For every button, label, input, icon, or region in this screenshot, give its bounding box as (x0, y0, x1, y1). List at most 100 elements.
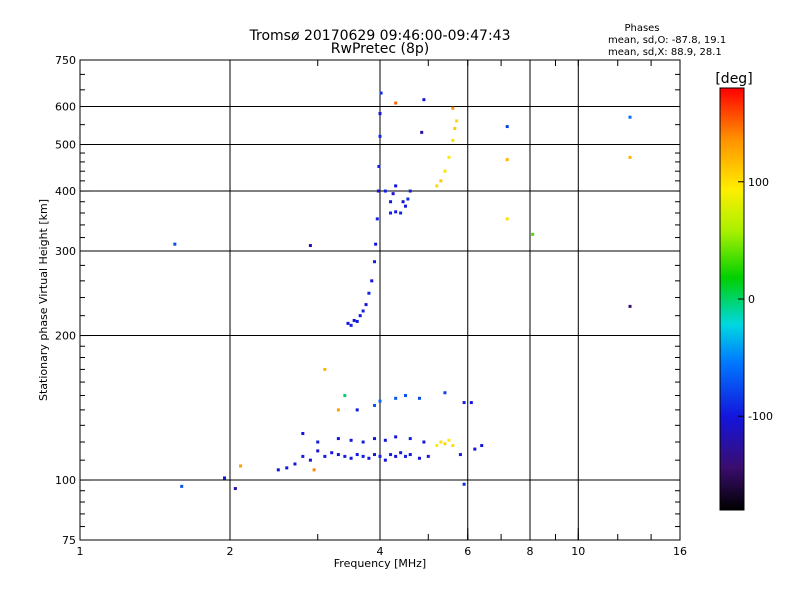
data-point-3 (408, 437, 412, 441)
data-point-1 (378, 134, 382, 138)
data-point-3 (417, 456, 421, 460)
data-point-4 (462, 482, 466, 486)
data-point-1 (364, 303, 368, 307)
data-point-3 (276, 468, 280, 472)
colorbar-tick-label: 0 (748, 293, 755, 306)
data-point-3 (316, 449, 320, 453)
data-point-4 (505, 158, 509, 162)
y-tick-label: 75 (62, 534, 76, 547)
data-point-1 (378, 112, 382, 116)
y-tick-label: 500 (55, 139, 76, 152)
data-point-3 (394, 396, 398, 400)
x-tick-label: 6 (464, 545, 471, 558)
data-point-3 (394, 435, 398, 439)
data-point-3 (336, 453, 340, 457)
phase-legend-title: Phases (624, 23, 659, 34)
data-point-1 (391, 192, 395, 196)
x-tick-label: 8 (527, 545, 534, 558)
y-tick-label: 750 (55, 54, 76, 67)
data-point-3 (469, 401, 473, 405)
data-point-1 (377, 164, 381, 168)
data-point-1 (349, 323, 353, 327)
data-point-4 (173, 242, 177, 246)
x-tick-label: 1 (77, 545, 84, 558)
data-point-1 (406, 197, 410, 201)
data-point-3 (361, 454, 365, 458)
data-point-3 (373, 403, 377, 407)
colorbar-tick-label: -100 (748, 410, 773, 423)
data-point-3 (223, 476, 227, 480)
data-point-4 (628, 115, 632, 119)
data-point-3 (417, 396, 421, 400)
data-point-3 (389, 453, 393, 457)
data-point-1 (370, 279, 374, 283)
data-point-1 (394, 184, 398, 188)
data-point-3 (451, 444, 455, 448)
data-point-1 (379, 91, 383, 95)
data-point-1 (394, 210, 398, 214)
data-point-3 (330, 451, 334, 455)
data-point-1 (389, 200, 393, 204)
data-point-3 (383, 458, 387, 462)
data-point-2 (453, 126, 457, 130)
data-point-1 (352, 318, 356, 322)
data-point-2 (451, 138, 455, 142)
data-point-3 (399, 451, 403, 455)
data-point-3 (355, 453, 359, 457)
y-tick-label: 200 (55, 330, 76, 343)
chart-title: Tromsø 20170629 09:46:00-09:47:43 (249, 28, 511, 44)
data-point-3 (462, 401, 466, 405)
data-point-4 (505, 217, 509, 221)
data-point-3 (336, 408, 340, 412)
data-point-3 (426, 454, 430, 458)
data-point-3 (443, 391, 447, 395)
data-point-3 (336, 437, 340, 441)
data-point-3 (343, 394, 347, 398)
data-point-3 (403, 394, 407, 398)
colorbar-label: [deg] (715, 71, 752, 87)
data-point-3 (316, 440, 320, 444)
data-point-4 (180, 484, 184, 488)
phase-legend-o: mean, sd,O: -87.8, 19.1 (608, 35, 726, 46)
data-point-2 (447, 155, 451, 159)
data-point-3 (378, 399, 382, 403)
data-point-3 (373, 453, 377, 457)
data-points (173, 91, 632, 491)
data-point-4 (505, 125, 509, 129)
data-point-3 (403, 454, 407, 458)
data-point-1 (374, 242, 378, 246)
data-point-4 (531, 232, 535, 236)
data-point-3 (293, 462, 297, 466)
data-point-1 (358, 314, 362, 318)
colorbar-tick-label: 100 (748, 176, 769, 189)
x-axis-label: Frequency [MHz] (334, 557, 426, 570)
data-point-3 (394, 454, 398, 458)
data-point-3 (301, 432, 305, 436)
y-axis-ticks: 75 100 200 300 400 500 600 750 (55, 54, 680, 547)
data-point-3 (349, 456, 353, 460)
data-point-3 (367, 456, 371, 460)
x-tick-label: 10 (571, 545, 585, 558)
data-point-1 (373, 260, 377, 264)
data-point-1 (375, 217, 379, 221)
data-point-3 (435, 444, 439, 448)
data-point-3 (408, 453, 412, 457)
data-point-3 (343, 454, 347, 458)
data-point-2 (455, 119, 459, 123)
data-point-3 (323, 367, 327, 371)
x-tick-label: 2 (227, 545, 234, 558)
data-point-3 (361, 440, 365, 444)
data-point-3 (439, 440, 443, 444)
data-point-3 (383, 438, 387, 442)
data-point-1 (361, 309, 365, 313)
data-point-3 (480, 444, 484, 448)
data-point-2 (443, 169, 447, 173)
data-point-3 (443, 442, 447, 446)
data-point-3 (285, 466, 289, 470)
phase-legend-x: mean, sd,X: 88.9, 28.1 (608, 47, 722, 58)
data-point-3 (308, 458, 312, 462)
y-tick-label: 300 (55, 245, 76, 258)
data-point-3 (373, 437, 377, 441)
data-point-4 (233, 487, 237, 491)
